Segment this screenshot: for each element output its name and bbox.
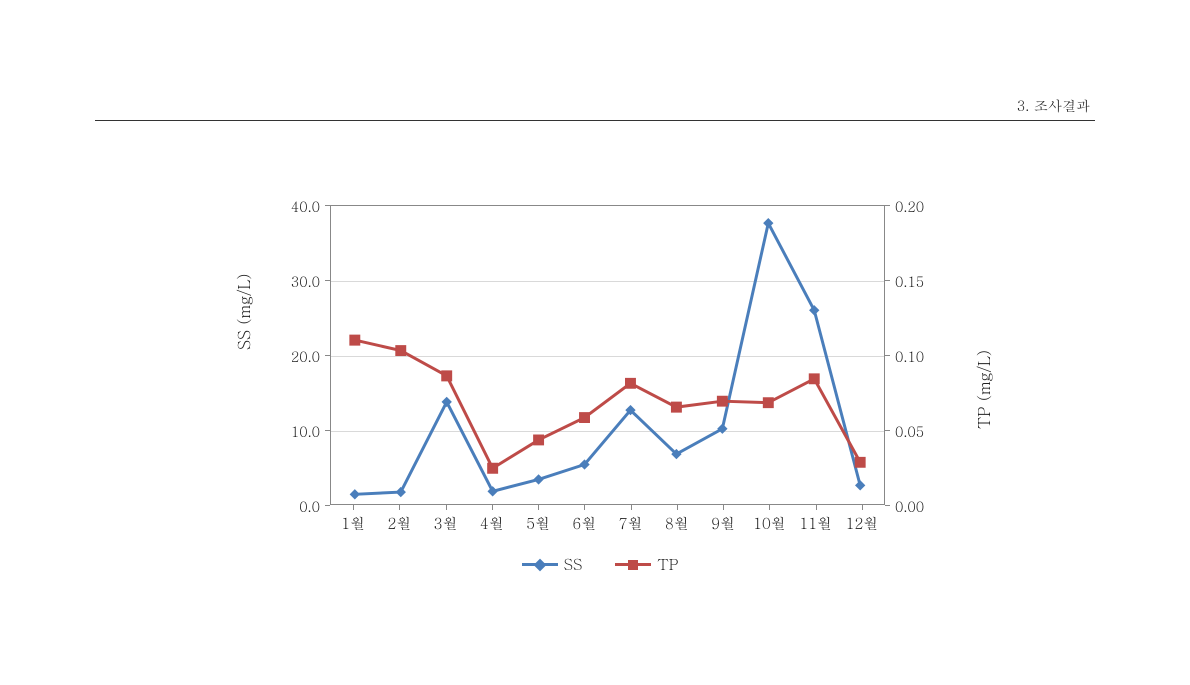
x-tick: 6월 [572,513,596,534]
series-marker-SS [534,475,543,484]
page-header-title: 3. 조사결과 [1017,95,1090,115]
y-left-tick: 20.0 [250,346,320,366]
y-left-tick: 0.0 [250,496,320,516]
x-tick: 5월 [526,513,550,534]
y-right-tick: 0.20 [895,196,945,216]
x-tick: 12월 [845,513,878,534]
series-marker-TP [534,435,544,445]
legend: SS TP [250,550,950,575]
series-marker-TP [580,413,590,423]
series-marker-TP [855,457,865,467]
x-tick: 4월 [480,513,504,534]
legend-label-ss: SS [564,554,583,575]
legend-swatch-tp [615,563,651,566]
x-tick: 3월 [434,513,458,534]
series-marker-TP [488,463,498,473]
x-tick: 11월 [799,513,832,534]
x-tick: 7월 [619,513,643,534]
y-left-tick: 40.0 [250,196,320,216]
series-marker-TP [763,398,773,408]
dual-axis-line-chart: SS (mg/L) TP (mg/L) 0.010.020.030.040.0 … [250,195,950,575]
y-right-axis-title: TP (mg/L) [972,350,995,429]
series-marker-TP [809,374,819,384]
legend-item-ss: SS [522,554,583,575]
series-marker-TP [350,335,360,345]
series-marker-TP [717,396,727,406]
series-line-SS [355,223,860,494]
legend-swatch-ss [522,563,558,566]
header-rule [95,120,1095,121]
x-tick: 8월 [665,513,689,534]
series-marker-TP [396,346,406,356]
x-tick: 1월 [341,513,365,534]
series-marker-TP [626,378,636,388]
x-tick: 2월 [387,513,411,534]
y-right-tick: 0.05 [895,421,945,441]
series-marker-TP [442,371,452,381]
legend-item-tp: TP [615,554,678,575]
series-line-TP [355,340,860,468]
plot-area [330,205,885,505]
y-left-tick: 10.0 [250,421,320,441]
y-right-tick: 0.10 [895,346,945,366]
x-tick: 10월 [753,513,786,534]
series-marker-SS [350,490,359,499]
y-right-tick: 0.15 [895,271,945,291]
legend-label-tp: TP [657,554,678,575]
y-left-tick: 30.0 [250,271,320,291]
x-tick: 9월 [711,513,735,534]
y-right-tick: 0.00 [895,496,945,516]
series-marker-SS [856,481,865,490]
series-svg [331,206,884,504]
series-marker-TP [671,402,681,412]
